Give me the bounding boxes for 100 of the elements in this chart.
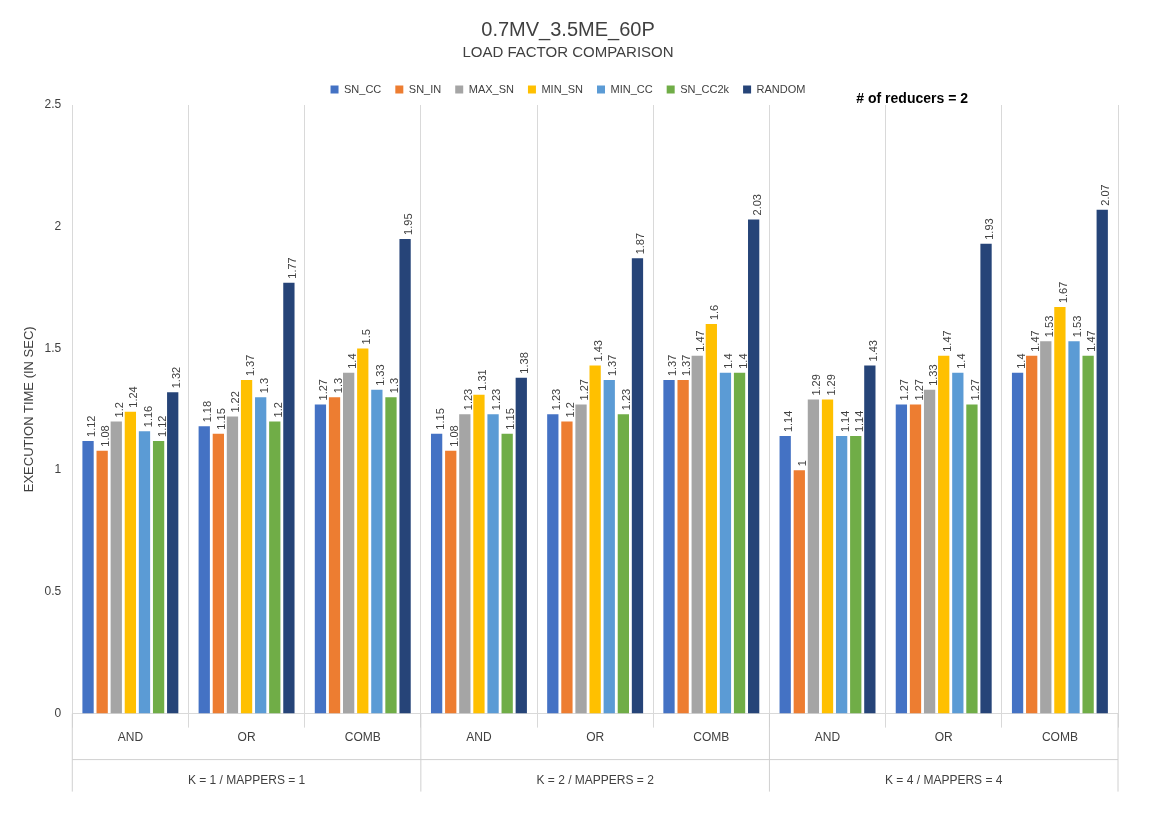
data-label: 1.37	[243, 354, 256, 377]
bar	[589, 365, 601, 714]
data-label: 1.53	[1071, 315, 1084, 338]
bar	[850, 436, 862, 714]
data-label: 1.2	[113, 402, 126, 418]
data-label: 1.67	[1056, 281, 1069, 304]
chart-title: 0.7MV_3.5ME_60P	[481, 17, 655, 41]
bar	[212, 433, 224, 714]
data-label: 1.3	[388, 377, 401, 394]
data-label: 1.27	[898, 379, 911, 401]
data-label: 1.16	[141, 405, 154, 428]
bar	[923, 389, 936, 714]
bar	[167, 392, 179, 714]
data-label: 1.27	[578, 379, 591, 401]
data-label: 1.15	[215, 408, 228, 430]
bar	[807, 399, 820, 714]
bar	[1054, 307, 1066, 714]
data-label: 1.47	[940, 330, 953, 352]
bar	[399, 238, 411, 714]
data-label: 1.23	[620, 388, 633, 411]
bar	[677, 380, 689, 714]
bar	[138, 431, 151, 714]
legend-label: MAX_SN	[468, 82, 515, 95]
data-label: 1.27	[912, 379, 925, 401]
bar	[515, 377, 527, 714]
bar	[226, 416, 239, 714]
data-label: 1.37	[680, 354, 693, 377]
data-label: 1.87	[634, 232, 647, 255]
data-label: 1.23	[490, 388, 503, 411]
data-label: 1.27	[317, 379, 330, 401]
data-label: 1.77	[285, 257, 298, 279]
bar	[631, 258, 644, 714]
data-label: 1.4	[345, 353, 358, 369]
y-tick-label: 1.5	[44, 340, 62, 355]
data-label: 1.08	[99, 425, 112, 447]
legend-label: MIN_SN	[541, 82, 584, 95]
bar	[328, 397, 341, 714]
data-label: 1.4	[736, 353, 749, 369]
data-label: 1.5	[359, 329, 372, 345]
y-axis-title: EXECUTION TIME (IN SEC)	[21, 326, 37, 493]
bar	[501, 433, 513, 714]
bar	[314, 404, 327, 714]
bar	[821, 399, 834, 714]
bar	[966, 404, 978, 714]
bar	[371, 389, 383, 714]
data-label: 2.03	[750, 193, 763, 216]
bar	[980, 243, 992, 714]
text: K = 2 / MAPPERS = 2	[536, 772, 655, 787]
data-label: 1.37	[666, 354, 679, 377]
bar	[575, 404, 587, 714]
bar	[793, 470, 805, 714]
chart-subtitle: LOAD FACTOR COMPARISON	[462, 43, 674, 61]
bar	[152, 440, 165, 714]
legend-label: RANDOM	[756, 82, 806, 95]
data-label: 1.4	[1014, 353, 1027, 369]
bar	[719, 372, 732, 714]
data-label: 1.4	[954, 353, 967, 369]
data-label: 1.15	[433, 408, 446, 430]
bar	[96, 450, 108, 714]
bar	[835, 436, 848, 714]
bar	[603, 380, 615, 714]
data-label: 1.27	[968, 379, 981, 401]
bar	[617, 414, 629, 714]
data-label: 1.33	[926, 364, 939, 386]
legend-label: SN_IN	[408, 82, 442, 95]
bar	[473, 394, 485, 714]
data-label: 1.47	[694, 330, 707, 352]
bar	[487, 414, 499, 714]
data-label: 1.23	[549, 388, 562, 411]
bar	[691, 355, 703, 714]
data-label: 1.47	[1028, 330, 1041, 352]
text: K = 4 / MAPPERS = 4	[885, 772, 1003, 787]
data-label: 1.23	[461, 388, 474, 411]
bar	[445, 450, 457, 714]
data-label: 1.22	[229, 391, 242, 413]
bar	[385, 397, 397, 714]
data-label: 1.15	[504, 408, 517, 430]
bar	[198, 426, 210, 714]
bar	[357, 348, 369, 714]
data-label: 1.29	[824, 374, 837, 396]
x-tick-label: AND	[466, 730, 492, 745]
bar	[952, 372, 964, 714]
bar	[343, 372, 355, 714]
bar	[547, 414, 559, 714]
y-tick-label: 0.5	[44, 584, 62, 599]
data-label: 1.38	[518, 352, 531, 374]
bar	[864, 365, 876, 714]
bar	[255, 397, 267, 714]
data-label: 1.31	[475, 369, 488, 391]
bar	[779, 436, 791, 714]
y-tick-label: 2	[54, 219, 62, 234]
data-label: 1.3	[331, 377, 344, 394]
y-tick-label: 2.5	[44, 97, 62, 112]
data-label: 2.07	[1099, 184, 1112, 206]
y-tick-label: 1	[54, 462, 62, 477]
bar	[1040, 341, 1052, 714]
bar	[748, 219, 760, 714]
data-label: 1.43	[866, 340, 879, 362]
data-label: 1.3	[257, 377, 270, 394]
bar	[240, 380, 253, 714]
